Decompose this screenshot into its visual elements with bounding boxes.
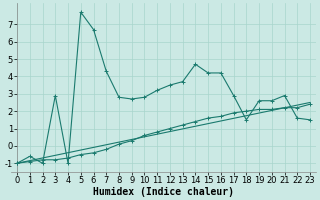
X-axis label: Humidex (Indice chaleur): Humidex (Indice chaleur): [93, 186, 234, 197]
